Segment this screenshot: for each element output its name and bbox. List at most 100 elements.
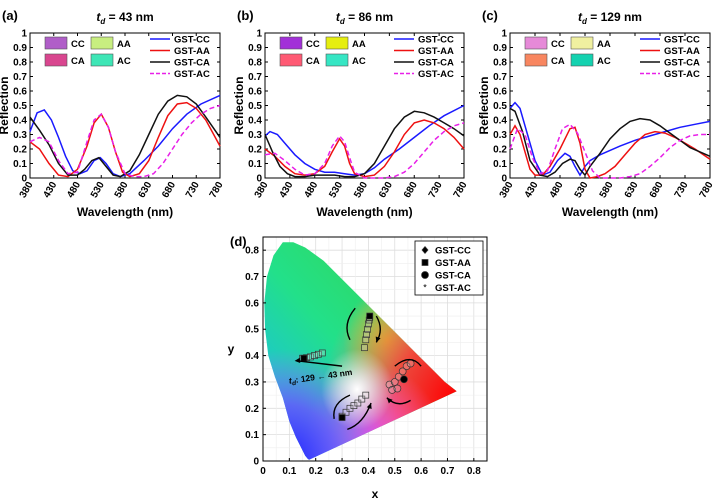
- legend-label-gst-ca: GST-CA: [435, 271, 471, 282]
- legend-marker-circle: [421, 271, 429, 279]
- panel-title-sub: d: [340, 17, 346, 26]
- y-tick-label: 0.3: [245, 377, 259, 388]
- y-axis-label: Reflection: [477, 76, 491, 134]
- panel-label: (c): [482, 8, 498, 23]
- marker-circle: [393, 384, 402, 393]
- legend-label-gst-ca: GST-CA: [174, 58, 210, 69]
- arrowhead-lower: [366, 403, 372, 409]
- panel-title-var: t: [336, 10, 341, 24]
- y-tick-label: 0.4: [13, 116, 27, 127]
- x-tick-label: 580: [113, 180, 131, 200]
- legend-label-gst-cc: GST-CC: [664, 35, 700, 46]
- y-tick-label: 0.7: [248, 72, 262, 83]
- x-tick-label: 730: [673, 180, 691, 200]
- x-tick-label: 580: [598, 180, 616, 200]
- x-tick-label: 730: [427, 180, 445, 200]
- legend-label-gst-aa: GST-AA: [418, 46, 454, 57]
- x-tick-label: 0.4: [361, 466, 375, 477]
- x-tick-label: 730: [184, 180, 202, 200]
- panel-title-rest: = 86 nm: [345, 10, 393, 24]
- x-axis-label: x: [372, 487, 379, 501]
- y-tick-label: 0.1: [13, 159, 27, 170]
- x-tick-label: 480: [302, 180, 320, 200]
- marker-square: [358, 395, 366, 403]
- legend-label-gst-aa: GST-AA: [664, 46, 700, 57]
- marker-square: [361, 344, 368, 352]
- x-tick-label: 0.2: [309, 466, 323, 477]
- swatch-cc: [279, 36, 303, 50]
- swatch-label-aa: AA: [117, 39, 131, 50]
- x-tick-label: 480: [548, 180, 566, 200]
- series-gst-ca: [29, 94, 221, 178]
- y-tick-label: 1: [501, 29, 507, 40]
- panel-label: (d): [230, 234, 247, 249]
- arrowhead-right: [386, 397, 393, 404]
- arrow-right-top: [394, 358, 422, 367]
- series-gst-aa: [264, 119, 465, 178]
- series-gst-ca: [509, 107, 711, 178]
- series-gst-aa: [509, 124, 711, 179]
- y-tick-label: 0.9: [248, 43, 262, 54]
- swatch-label-ca: CA: [71, 56, 85, 67]
- marker-circle: [406, 359, 415, 368]
- y-tick-label: 0.1: [248, 159, 262, 170]
- legend-label-gst-cc: GST-CC: [418, 35, 454, 46]
- y-tick-label: 0.9: [13, 43, 27, 54]
- y-axis-label: Reflection: [232, 76, 246, 134]
- marker-circle: [398, 367, 407, 376]
- swatch-ca: [44, 53, 68, 67]
- annotation-var: t: [288, 375, 293, 385]
- marker-square: [318, 349, 326, 357]
- x-axis-label: Wavelength (nm): [77, 205, 173, 219]
- marker-circle: [402, 362, 411, 370]
- x-tick-label: 0.3: [335, 466, 349, 477]
- y-tick-label: 0.6: [245, 298, 259, 309]
- legend-label-gst-ac: GST-AC: [435, 283, 471, 294]
- y-tick-label: 0.5: [493, 101, 507, 112]
- y-tick-label: 0.3: [248, 130, 262, 141]
- marker-square: [354, 399, 362, 407]
- marker-circle: [390, 378, 399, 386]
- series-gst-cc: [264, 104, 465, 176]
- swatch-label-ca: CA: [306, 56, 320, 67]
- panel-title-rest: = 129 nm: [587, 10, 642, 24]
- swatch-cc: [44, 36, 68, 50]
- swatch-label-cc: CC: [306, 39, 320, 50]
- marker-square: [311, 352, 318, 359]
- marker-square: [362, 391, 370, 399]
- swatch-aa: [90, 36, 114, 50]
- y-tick-label: 0.6: [13, 87, 27, 98]
- swatch-label-aa: AA: [597, 39, 611, 50]
- x-tick-label: 680: [648, 180, 666, 200]
- swatch-label-ca: CA: [551, 56, 565, 67]
- y-tick-label: 1: [256, 29, 262, 40]
- x-tick-label: 380: [253, 180, 271, 200]
- y-tick-label: 0.1: [245, 430, 259, 441]
- y-tick-label: 0.1: [493, 159, 507, 170]
- y-tick-label: 0.3: [493, 130, 507, 141]
- x-tick-label: 530: [327, 180, 345, 200]
- legend-label-gst-aa: GST-AA: [174, 46, 210, 57]
- arrow-upper-left: [346, 307, 356, 341]
- y-tick-label: 0.6: [493, 87, 507, 98]
- panel-title-var: t: [96, 10, 101, 24]
- y-tick-label: 0.8: [245, 246, 259, 257]
- x-tick-label: 630: [136, 180, 154, 200]
- marker-square: [350, 402, 358, 410]
- panel-label: (a): [2, 8, 18, 23]
- y-tick-label: 0.8: [248, 58, 262, 69]
- x-axis-label: Wavelength (nm): [316, 205, 412, 219]
- y-tick-label: 0.5: [13, 101, 27, 112]
- x-tick-label: 630: [377, 180, 395, 200]
- swatch-ca: [279, 53, 303, 67]
- y-tick-label: 0.9: [493, 43, 507, 54]
- series-gst-ac: [264, 122, 465, 179]
- swatch-label-aa: AA: [352, 39, 366, 50]
- annotation-sub: d: [292, 380, 298, 388]
- y-tick-label: 0.4: [248, 116, 262, 127]
- y-tick-label: 0.2: [493, 145, 507, 156]
- y-tick-label: 0.7: [245, 272, 259, 283]
- x-tick-label: 480: [65, 180, 83, 200]
- x-tick-label: 0.1: [282, 466, 296, 477]
- swatch-cc: [524, 36, 548, 50]
